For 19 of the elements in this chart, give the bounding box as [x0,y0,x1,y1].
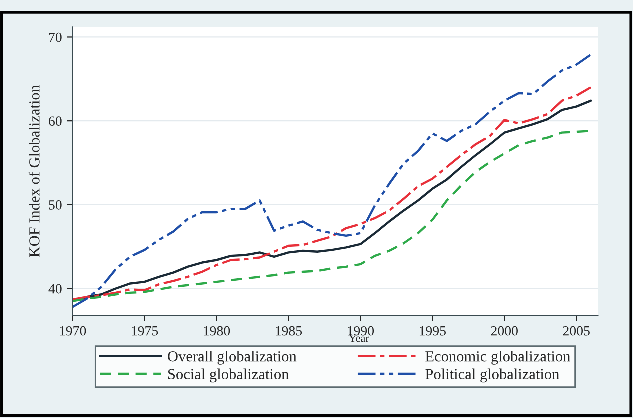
x-tick-label: 1985 [276,326,302,336]
x-tick-label: 1995 [420,326,446,336]
legend-label: Economic globalization [426,350,570,365]
x-tick-label: 2005 [563,326,590,336]
legend-label: Political globalization [426,368,560,383]
y-tick-label: 40 [48,284,62,294]
y-tick-label: 60 [49,116,62,126]
x-tick-label: 2000 [491,326,518,336]
legend-label: Social globalization [168,368,290,383]
legend-label: Overall globalization [168,350,297,365]
y-tick-label: 70 [49,32,62,42]
y-tick-label: 50 [49,200,62,210]
x-tick-label: 1975 [132,326,158,336]
x-tick-label: 1980 [204,326,230,336]
line-series [72,54,592,308]
y-axis-title: KOF Index of Globalization [28,85,40,258]
x-axis-title: Year [349,334,370,342]
x-tick-label: 1990 [348,326,374,336]
x-tick-label: 1970 [60,326,86,336]
